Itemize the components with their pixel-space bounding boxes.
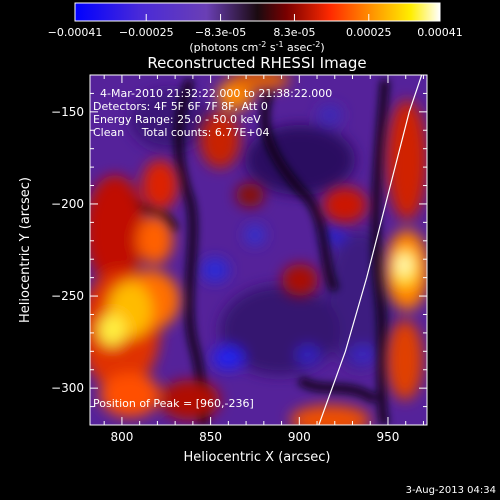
- colorbar-units: (photons cm-2 s-1 asec-2): [189, 40, 324, 54]
- plot-frame: [89, 74, 428, 426]
- x-axis-label: Heliocentric X (arcsec): [184, 450, 331, 465]
- image-title: Reconstructed RHESSI Image: [147, 54, 366, 72]
- y-tick-label: −200: [51, 197, 84, 211]
- colorbar-tick-label: −0.00041: [48, 26, 103, 39]
- colorbar: −0.00041 −0.00025 −8.3e-05 8.3e-05 0.00025 0.…: [48, 2, 463, 54]
- colorbar-tick-label: −8.3e-05: [195, 26, 246, 39]
- info-counts: Clean Total counts: 6.77E+04: [93, 126, 270, 139]
- timestamp: 3-Aug-2013 04:34: [406, 485, 496, 496]
- info-time-range: 4-Mar-2010 21:32:22.000 to 21:38:22.000: [100, 87, 332, 100]
- x-tick-label: 850: [199, 430, 222, 444]
- image-info: 4-Mar-2010 21:32:22.000 to 21:38:22.000 …: [93, 87, 332, 139]
- x-tick-label: 950: [377, 430, 400, 444]
- colorbar-ticks: −0.00041 −0.00025 −8.3e-05 8.3e-05 0.00025 0.…: [48, 14, 463, 39]
- y-axis-label: Heliocentric Y (arcsec): [18, 177, 33, 323]
- x-tick-label: 900: [288, 430, 311, 444]
- peak-position: Position of Peak = [960,-236]: [93, 397, 254, 410]
- solar-limb-curve: [318, 75, 423, 425]
- info-energy-range: Energy Range: 25.0 - 50.0 keV: [93, 113, 261, 126]
- y-tick-label: −300: [51, 381, 84, 395]
- x-tick-label: 800: [110, 430, 133, 444]
- y-tick-label: −250: [51, 289, 84, 303]
- colorbar-tick-label: 0.00025: [346, 26, 392, 39]
- colorbar-gradient: [74, 2, 441, 22]
- y-tick-label: −150: [51, 105, 84, 119]
- reconstructed-image: [90, 75, 427, 425]
- colorbar-tick-label: 8.3e-05: [273, 26, 315, 39]
- colorbar-tick-label: 0.00041: [417, 26, 463, 39]
- axis-ticks: 800 850 900 950 −150 −200 −250 −300: [51, 74, 427, 444]
- info-detectors: Detectors: 4F 5F 6F 7F 8F, Att 0: [93, 100, 268, 113]
- colorbar-tick-label: −0.00025: [119, 26, 174, 39]
